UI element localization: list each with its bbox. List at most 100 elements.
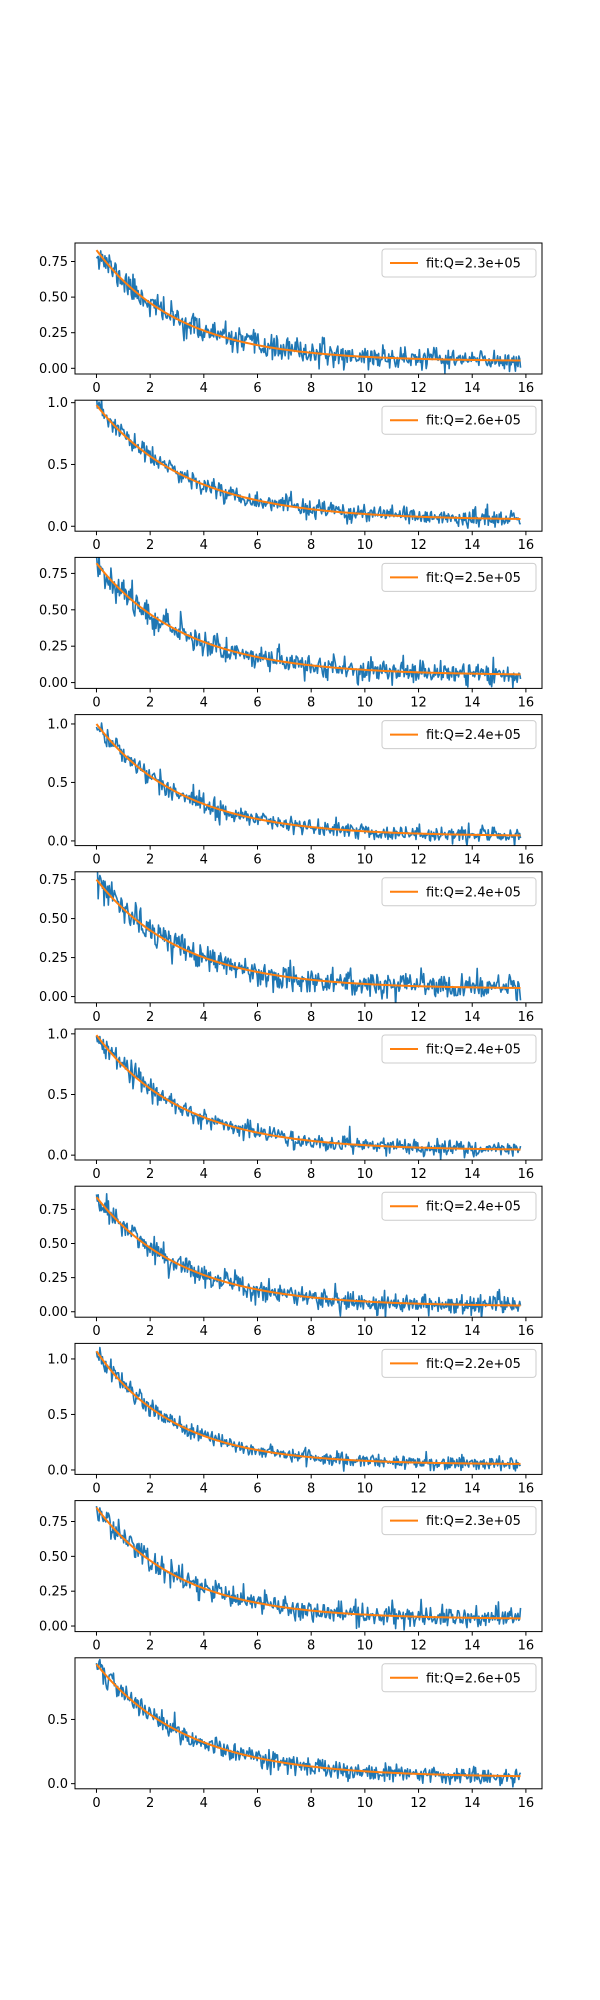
legend: fit:Q=2.6e+05 bbox=[381, 1663, 537, 1693]
x-tick-label: 8 bbox=[307, 1167, 315, 1182]
fit-series-line bbox=[95, 562, 521, 676]
legend: fit:Q=2.4e+05 bbox=[381, 720, 537, 750]
x-tick-label: 10 bbox=[357, 1481, 374, 1496]
x-tick-label: 14 bbox=[464, 1639, 481, 1654]
x-tick-label: 12 bbox=[410, 1167, 427, 1182]
x-tick-label: 10 bbox=[357, 538, 374, 553]
x-tick-label: 10 bbox=[357, 1010, 374, 1025]
data-series-line bbox=[95, 722, 522, 846]
x-tick-label: 8 bbox=[307, 695, 315, 710]
legend-box bbox=[381, 720, 537, 750]
axes-frame bbox=[74, 714, 543, 847]
legend-label: fit:Q=2.4e+05 bbox=[426, 728, 521, 743]
x-tick-label: 10 bbox=[357, 1639, 374, 1654]
x-tick-label: 0 bbox=[92, 1324, 100, 1339]
axes-frame bbox=[74, 399, 543, 532]
legend-box bbox=[381, 1191, 537, 1221]
x-tick-label: 0 bbox=[92, 695, 100, 710]
x-tick-label: 14 bbox=[464, 1010, 481, 1025]
x-tick-label: 16 bbox=[518, 695, 535, 710]
x-tick-label: 10 bbox=[357, 853, 374, 868]
fit-series-line bbox=[95, 878, 521, 989]
y-tick-label: 0.00 bbox=[39, 1620, 68, 1635]
x-tick-label: 2 bbox=[146, 695, 154, 710]
subplot-9: 0 2 4 6 8 10 12 14 16 0.00 0.25 0.50 0.75 fit:Q=2.3e+… bbox=[39, 1500, 543, 1654]
y-tick-label: 0.0 bbox=[47, 1777, 68, 1792]
x-tick-label: 16 bbox=[518, 1481, 535, 1496]
x-tick-label: 0 bbox=[92, 1167, 100, 1182]
y-tick-label: 0.75 bbox=[39, 1515, 68, 1530]
y-tick-label: 0.5 bbox=[47, 1088, 68, 1103]
x-tick-label: 4 bbox=[200, 1481, 208, 1496]
x-tick-label: 10 bbox=[357, 695, 374, 710]
x-tick-label: 6 bbox=[253, 1324, 261, 1339]
y-tick-label: 0.5 bbox=[47, 1408, 68, 1423]
legend-label: fit:Q=2.4e+05 bbox=[426, 885, 521, 900]
x-tick-label: 14 bbox=[464, 538, 481, 553]
x-tick-label: 14 bbox=[464, 1796, 481, 1811]
x-tick-label: 2 bbox=[146, 1796, 154, 1811]
axes-frame bbox=[74, 242, 543, 375]
x-tick-label: 4 bbox=[200, 381, 208, 396]
y-tick-label: 0.75 bbox=[39, 255, 68, 270]
x-tick-label: 10 bbox=[357, 1796, 374, 1811]
legend-label: fit:Q=2.5e+05 bbox=[426, 571, 521, 586]
axes-frame bbox=[74, 871, 543, 1004]
y-tick-label: 0.50 bbox=[39, 1550, 68, 1565]
subplot-2: 0 2 4 6 8 10 12 14 16 0.0 0.5 1.0 fit:Q=2.6e+05 bbox=[47, 396, 543, 553]
x-tick-label: 16 bbox=[518, 853, 535, 868]
y-tick-label: 0.50 bbox=[39, 291, 68, 306]
x-tick-label: 2 bbox=[146, 1167, 154, 1182]
legend-label: fit:Q=2.2e+05 bbox=[426, 1357, 521, 1372]
x-tick-label: 16 bbox=[518, 538, 535, 553]
y-tick-label: 0.25 bbox=[39, 1271, 68, 1286]
x-tick-label: 8 bbox=[307, 538, 315, 553]
x-tick-label: 14 bbox=[464, 381, 481, 396]
x-tick-label: 10 bbox=[357, 381, 374, 396]
x-tick-label: 16 bbox=[518, 1010, 535, 1025]
legend-label: fit:Q=2.3e+05 bbox=[426, 1514, 521, 1529]
legend-box bbox=[381, 405, 537, 435]
x-tick-label: 2 bbox=[146, 1010, 154, 1025]
subplot-8: 0 2 4 6 8 10 12 14 16 0.0 0.5 1.0 fit:Q=2.2e+05 bbox=[47, 1342, 543, 1496]
x-tick-label: 12 bbox=[410, 381, 427, 396]
x-tick-label: 0 bbox=[92, 1481, 100, 1496]
y-tick-label: 0.00 bbox=[39, 676, 68, 691]
y-tick-label: 0.00 bbox=[39, 1305, 68, 1320]
axes-frame bbox=[74, 1342, 543, 1475]
y-tick-label: 0.0 bbox=[47, 520, 68, 535]
x-tick-label: 6 bbox=[253, 381, 261, 396]
x-tick-label: 0 bbox=[92, 853, 100, 868]
legend-label: fit:Q=2.4e+05 bbox=[426, 1043, 521, 1058]
x-tick-label: 12 bbox=[410, 538, 427, 553]
y-tick-label: 0.25 bbox=[39, 326, 68, 341]
axes-frame bbox=[74, 1657, 543, 1790]
x-tick-label: 4 bbox=[200, 1167, 208, 1182]
x-tick-label: 4 bbox=[200, 853, 208, 868]
legend-label: fit:Q=2.6e+05 bbox=[426, 1671, 521, 1686]
x-tick-label: 4 bbox=[200, 538, 208, 553]
x-tick-label: 6 bbox=[253, 1167, 261, 1182]
x-tick-label: 4 bbox=[200, 695, 208, 710]
fit-series-line bbox=[95, 1350, 521, 1465]
x-tick-label: 0 bbox=[92, 1010, 100, 1025]
x-tick-label: 0 bbox=[92, 1796, 100, 1811]
data-series-line bbox=[95, 1658, 522, 1788]
x-tick-label: 12 bbox=[410, 1639, 427, 1654]
axes-frame bbox=[74, 556, 543, 689]
subplot-3: 0 2 4 6 8 10 12 14 16 0.00 0.25 0.50 0.75 fit:Q=2.5e+… bbox=[39, 556, 543, 710]
y-tick-label: 0.5 bbox=[47, 1713, 68, 1728]
x-tick-label: 12 bbox=[410, 1010, 427, 1025]
y-tick-label: 0.25 bbox=[39, 951, 68, 966]
legend: fit:Q=2.4e+05 bbox=[381, 877, 537, 907]
y-tick-label: 1.0 bbox=[47, 717, 68, 732]
legend-box bbox=[381, 1663, 537, 1693]
y-tick-label: 0.0 bbox=[47, 1149, 68, 1164]
x-tick-label: 16 bbox=[518, 1796, 535, 1811]
x-tick-label: 0 bbox=[92, 538, 100, 553]
x-tick-label: 14 bbox=[464, 1324, 481, 1339]
x-tick-label: 8 bbox=[307, 853, 315, 868]
x-tick-label: 6 bbox=[253, 538, 261, 553]
legend-box bbox=[381, 248, 537, 278]
fit-series-line bbox=[95, 249, 521, 362]
